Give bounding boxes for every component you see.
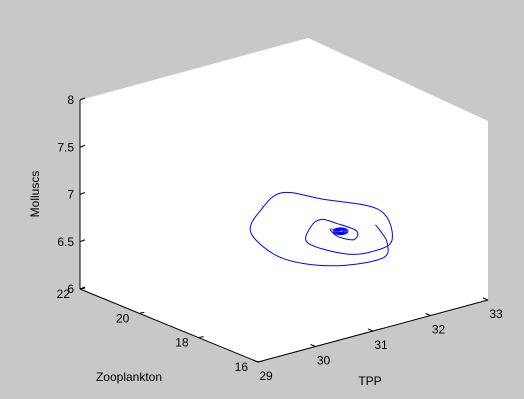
y-tick-label: 22 bbox=[57, 287, 71, 301]
y-tick-mark bbox=[198, 336, 204, 339]
series-center-loop bbox=[333, 227, 348, 235]
z-axis-ticks: 6 6.5 7 7.5 8 bbox=[57, 93, 86, 296]
z-tick-label: 8 bbox=[67, 93, 74, 107]
z-tick-mark bbox=[79, 144, 86, 148]
x-tick-mark bbox=[252, 359, 259, 363]
z-tick-mark bbox=[79, 239, 86, 243]
y-tick-mark bbox=[139, 311, 145, 314]
y-tick-mark bbox=[79, 287, 86, 290]
x-tick-label: 32 bbox=[432, 323, 446, 337]
series-center-loop bbox=[335, 228, 346, 234]
x-axis-ticks: 29 30 31 32 33 bbox=[252, 297, 503, 383]
series-center-loop bbox=[332, 227, 349, 236]
x-tick-label: 33 bbox=[489, 307, 503, 321]
axis-line-y bbox=[79, 288, 259, 363]
z-tick-label: 6.5 bbox=[57, 235, 74, 249]
z-tick-label: 7.5 bbox=[57, 140, 74, 154]
x-tick-label: 31 bbox=[374, 338, 388, 352]
y-axis-ticks: 16 18 20 22 bbox=[57, 287, 264, 374]
z-tick-mark bbox=[79, 97, 86, 101]
y-tick-label: 16 bbox=[235, 360, 249, 374]
series-center-loop bbox=[338, 229, 344, 233]
y-axis-label: Zooplankton bbox=[96, 370, 162, 384]
series-center-cluster bbox=[332, 227, 349, 236]
z-tick-mark bbox=[79, 192, 86, 195]
z-axis-label: Molluscs bbox=[28, 171, 42, 218]
data-series bbox=[249, 191, 393, 267]
y-tick-label: 20 bbox=[116, 311, 130, 325]
y-tick-label: 18 bbox=[175, 336, 189, 350]
axes-box bbox=[80, 38, 488, 362]
series-line bbox=[249, 191, 393, 267]
y-tick-mark bbox=[257, 360, 264, 363]
x-tick-label: 29 bbox=[259, 369, 273, 383]
x-tick-mark bbox=[482, 297, 489, 301]
x-tick-mark bbox=[367, 328, 374, 332]
x-axis-label: TPP bbox=[358, 374, 381, 388]
series-center-loop bbox=[337, 229, 345, 234]
z-tick-label: 7 bbox=[67, 188, 74, 202]
z-tick-label: 6 bbox=[67, 282, 74, 296]
x-tick-mark bbox=[425, 313, 431, 316]
x-tick-label: 30 bbox=[317, 354, 331, 368]
x-tick-mark bbox=[310, 344, 316, 347]
series-center-loop bbox=[334, 228, 347, 235]
